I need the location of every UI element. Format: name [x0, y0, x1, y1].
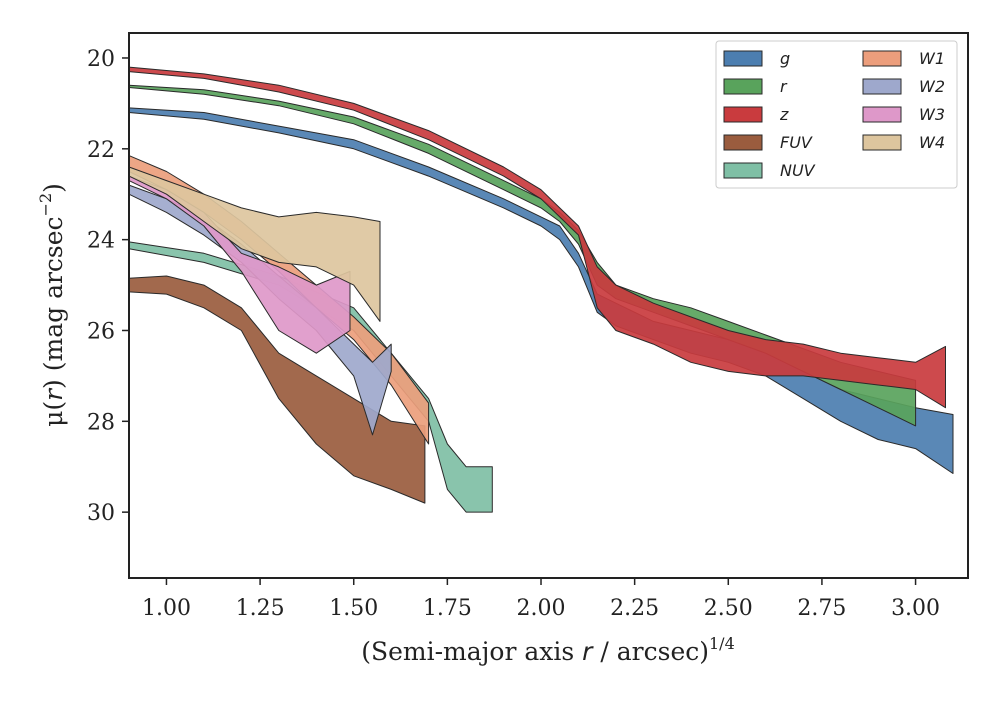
x-axis-label: (Semi-major axis r / arcsec)1/4	[361, 634, 735, 666]
series-band-fuv	[128, 275, 426, 504]
legend-label-fuv: FUV	[780, 133, 813, 152]
y-tick-label: 28	[87, 410, 115, 435]
y-tick-label: 22	[87, 138, 115, 163]
plot-frame	[128, 32, 969, 579]
y-axis: 20 22 24 26 28 30	[87, 47, 129, 526]
x-tick-label: 2.50	[704, 596, 753, 621]
legend-label-z: z	[779, 105, 789, 124]
x-axis: 1.00 1.25 1.50 1.75 2.00 2.25 2.50 2.75 3.00	[142, 578, 940, 621]
legend-swatch-r	[723, 78, 763, 95]
y-tick-label: 26	[87, 319, 115, 344]
legend-box	[715, 40, 958, 189]
legend-label-g: g	[780, 49, 790, 68]
x-tick-label: 2.25	[610, 596, 659, 621]
legend-label-r: r	[780, 77, 788, 96]
y-axis-label: μ(r) (mag arcsec−2)	[36, 183, 68, 427]
legend-label-w4: W4	[919, 133, 945, 152]
series-band-g	[128, 107, 954, 474]
y-tick-label: 24	[87, 229, 115, 254]
legend-swatch-g	[723, 50, 763, 67]
legend-label-nuv: NUV	[780, 161, 816, 180]
series-layer	[128, 66, 954, 513]
y-tick-label: 30	[87, 501, 115, 526]
x-tick-label: 1.25	[236, 596, 285, 621]
series-band-z	[128, 66, 946, 409]
y-tick-label: 20	[87, 47, 115, 72]
legend-swatch-fuv	[723, 134, 763, 151]
legend: grz FUV NUV W1 W2 W3 W4	[715, 40, 958, 189]
x-tick-label: 1.75	[423, 596, 472, 621]
legend-swatch-w2	[862, 78, 902, 95]
x-tick-label: 2.75	[797, 596, 846, 621]
x-tick-label: 3.00	[891, 596, 940, 621]
series-band-w4	[128, 166, 381, 322]
legend-swatch-w3	[862, 106, 902, 123]
legend-swatch-w4	[862, 134, 902, 151]
x-tick-label: 1.50	[329, 596, 378, 621]
legend-swatch-w1	[862, 50, 902, 67]
legend-swatch-nuv	[723, 162, 763, 179]
legend-label-w2: W2	[919, 77, 945, 96]
legend-swatch-z	[723, 106, 763, 123]
x-tick-label: 1.00	[142, 596, 191, 621]
legend-label-w1: W1	[919, 49, 945, 68]
legend-label-w3: W3	[919, 105, 945, 124]
x-tick-label: 2.00	[517, 596, 566, 621]
